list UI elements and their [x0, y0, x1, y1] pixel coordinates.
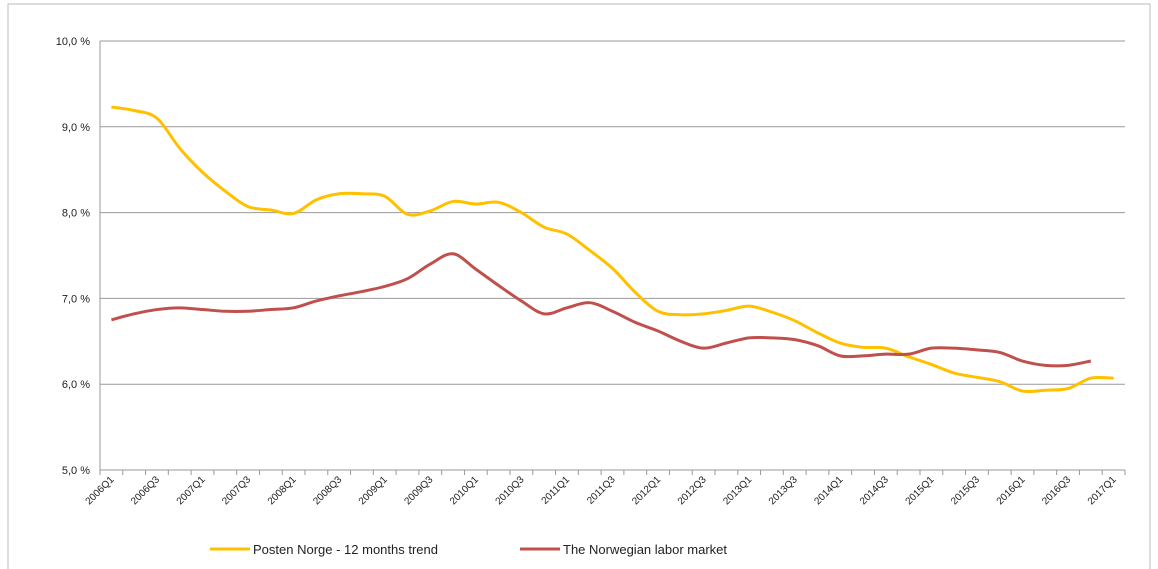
- x-tick-label: 2014Q3: [858, 474, 891, 507]
- y-tick-label: 8,0 %: [62, 208, 90, 220]
- x-tick-label: 2006Q3: [129, 474, 162, 507]
- x-tick-label: 2011Q3: [585, 474, 618, 507]
- x-tick-label: 2007Q1: [175, 474, 208, 507]
- y-tick-label: 9,0 %: [62, 122, 90, 134]
- x-tick-label: 2008Q1: [266, 474, 299, 507]
- x-tick-label: 2008Q3: [311, 474, 344, 507]
- x-tick-label: 2010Q3: [494, 474, 527, 507]
- x-tick-label: 2012Q1: [630, 474, 663, 507]
- series-line: [111, 252, 1092, 368]
- y-tick-label: 10,0 %: [56, 36, 90, 48]
- x-tick-label: 2006Q1: [84, 474, 117, 507]
- x-tick-label: 2009Q1: [357, 474, 390, 507]
- x-tick-label: 2015Q3: [949, 474, 982, 507]
- chart-frame: [7, 3, 1151, 569]
- x-tick-label: 2007Q3: [220, 474, 253, 507]
- x-tick-label: 2009Q3: [402, 474, 435, 507]
- y-tick-label: 5,0 %: [62, 465, 90, 477]
- x-tick-label: 2012Q3: [676, 474, 709, 507]
- x-tick-label: 2013Q3: [767, 474, 800, 507]
- y-tick-label: 7,0 %: [62, 293, 90, 305]
- x-tick-label: 2015Q1: [904, 474, 937, 507]
- x-tick-label: 2011Q1: [540, 474, 573, 507]
- x-tick-label: 2016Q3: [1040, 474, 1073, 507]
- x-tick-label: 2013Q1: [721, 474, 754, 507]
- legend-label: The Norwegian labor market: [563, 542, 727, 557]
- series-line: [111, 105, 1114, 394]
- x-tick-label: 2010Q1: [448, 474, 481, 507]
- x-tick-label: 2017Q1: [1086, 474, 1119, 507]
- x-tick-label: 2014Q1: [812, 474, 845, 507]
- legend-label: Posten Norge - 12 months trend: [253, 542, 438, 557]
- x-tick-label: 2016Q1: [995, 474, 1028, 507]
- y-tick-label: 6,0 %: [62, 379, 90, 391]
